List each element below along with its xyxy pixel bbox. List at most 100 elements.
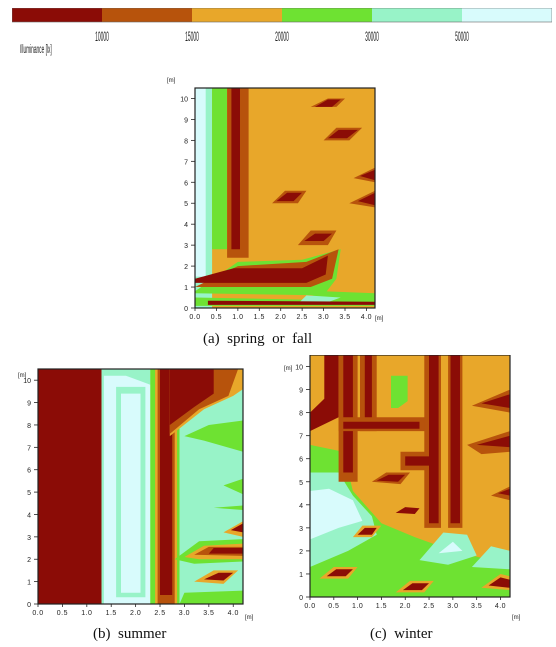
heatmap-region-dark_red	[376, 474, 406, 482]
heatmap-region-dark_red	[204, 572, 234, 581]
y-axis-unit: [m]	[18, 373, 27, 379]
heatmap-region-green	[179, 590, 243, 604]
x-tick-label: 0.5	[211, 314, 222, 321]
y-tick-label: 4	[299, 503, 303, 510]
legend-bands	[12, 8, 552, 23]
heatmap-region-dark_red	[160, 369, 173, 595]
y-tick-label: 9	[299, 388, 303, 395]
legend-tick-label: 50000	[455, 30, 469, 45]
y-tick-label: 8	[299, 411, 303, 418]
y-tick-label: 3	[184, 243, 188, 250]
heatmap-region-dark_red	[450, 355, 460, 524]
heatmap-field	[38, 369, 243, 604]
plot-frame	[309, 355, 511, 598]
x-axis-unit: [m]	[375, 316, 384, 322]
heatmap-region-dark_red	[195, 255, 328, 283]
x-tick-label: 2.5	[297, 314, 308, 321]
legend-band-dark_red	[12, 8, 102, 22]
heatmap-region-pale_cyan	[121, 393, 141, 593]
heatmap-region-dark_red	[231, 88, 240, 250]
x-tick-label: 3.0	[179, 610, 190, 617]
x-tick-label: 4.0	[495, 603, 506, 610]
heatmap-region-dark_red	[207, 300, 375, 305]
x-axis-unit: [m]	[512, 615, 521, 621]
legend-band-mint	[372, 8, 462, 22]
x-tick-label: 2.0	[130, 610, 141, 617]
heatmap-region-dark_red	[169, 369, 214, 425]
y-tick-label: 2	[27, 557, 31, 564]
heatmap-region-dark_red	[488, 577, 510, 588]
y-tick-label: 6	[299, 457, 303, 464]
heatmap-region-dark_red	[230, 523, 243, 533]
y-tick-label: 0	[27, 602, 31, 609]
y-tick-label: 6	[27, 468, 31, 475]
heatmap-region-dark_red	[357, 527, 377, 535]
y-tick-label: 3	[299, 526, 303, 533]
x-tick-label: 2.5	[154, 610, 165, 617]
x-tick-label: 1.5	[376, 603, 387, 610]
heatmap-region-green	[213, 505, 243, 510]
y-tick-label: 10	[180, 96, 188, 103]
y-tick-label: 2	[299, 549, 303, 556]
y-tick-label: 5	[184, 201, 188, 208]
x-tick-label: 0.5	[57, 610, 68, 617]
axis-ticks: 0 1 2 3 4 5 6 7 8 9 10 0.0 0.5 1.0 1.5 2.0 2.5 3.0 3.5 4.0	[295, 365, 506, 610]
caption-spring-or-fall: (a) spring or fall	[203, 331, 313, 347]
x-tick-label: 3.5	[471, 603, 482, 610]
x-tick-label: 0.5	[328, 603, 339, 610]
y-tick-label: 1	[27, 580, 31, 587]
y-tick-label: 4	[184, 222, 188, 229]
heatmap-region-dark_red	[208, 548, 243, 554]
heatmap-region-dark_red	[38, 369, 102, 604]
heatmap-summer: 0 1 2 3 4 5 6 7 8 9 10 0.0 0.5 1.0 1.5 2.0 2.5 3.0 3.5 4.0 […	[18, 368, 254, 621]
x-tick-label: 0.0	[189, 314, 200, 321]
x-tick-label: 2.5	[423, 603, 434, 610]
heatmap-region-dark_red	[395, 507, 420, 514]
legend-band-brown	[102, 8, 192, 22]
y-tick-label: 5	[299, 480, 303, 487]
x-axis-unit: [m]	[245, 615, 254, 621]
heatmap-region-dark_red	[402, 583, 429, 591]
x-tick-label: 3.5	[339, 314, 350, 321]
heatmap-region-green	[391, 375, 408, 408]
heatmap-region-dark_red	[315, 99, 341, 107]
heatmap-region-pale_cyan	[195, 88, 206, 277]
caption-winter: (c) winter	[370, 626, 433, 642]
plot-frame	[194, 87, 376, 309]
heatmap-field	[195, 88, 375, 308]
legend-tick-label: 30000	[365, 30, 379, 45]
y-tick-label: 6	[184, 180, 188, 187]
heatmap-region-dark_red	[360, 169, 375, 181]
heatmap-field	[310, 355, 510, 597]
x-tick-label: 1.5	[254, 314, 265, 321]
x-tick-label: 3.0	[318, 314, 329, 321]
heatmap-region-dark_red	[405, 456, 429, 466]
y-tick-label: 9	[184, 117, 188, 124]
x-tick-label: 4.0	[361, 314, 372, 321]
heatmap-region-dark_red	[326, 569, 353, 577]
heatmap-region-dark_red	[429, 355, 439, 524]
legend-band-green	[282, 8, 372, 22]
y-tick-label: 1	[184, 285, 188, 292]
y-tick-label: 8	[27, 423, 31, 430]
plot-frame	[37, 368, 244, 605]
heatmap-region-green	[223, 478, 243, 495]
y-tick-label: 4	[27, 512, 31, 519]
legend-tick-label: 20000	[275, 30, 289, 45]
x-tick-label: 1.0	[81, 610, 92, 617]
axis-ticks: 0 1 2 3 4 5 6 7 8 9 10 0.0 0.5 1.0 1.5 2.0 2.5 3.0 3.5 4.0	[180, 96, 372, 321]
heatmap-region-mint	[471, 546, 510, 570]
heatmap-region-dark_red	[327, 129, 358, 139]
heatmap-region-pale_cyan	[438, 541, 463, 554]
legend-tick-labels: 10000 15000 20000 30000 50000	[95, 30, 469, 45]
heatmap-region-pale_cyan	[310, 488, 363, 540]
y-tick-label: 7	[27, 445, 31, 452]
heatmap-region-dark_red	[364, 355, 372, 422]
y-tick-label: 10	[23, 378, 31, 385]
axis-ticks: 0 1 2 3 4 5 6 7 8 9 10 0.0 0.5 1.0 1.5 2.0 2.5 3.0 3.5 4.0	[23, 378, 238, 617]
legend-band-amber	[192, 8, 282, 22]
legend-band-pale_cyan	[462, 8, 552, 22]
heatmap-region-dark_red	[304, 233, 333, 241]
y-axis-unit: [m]	[167, 78, 176, 84]
y-tick-label: 10	[295, 365, 303, 372]
